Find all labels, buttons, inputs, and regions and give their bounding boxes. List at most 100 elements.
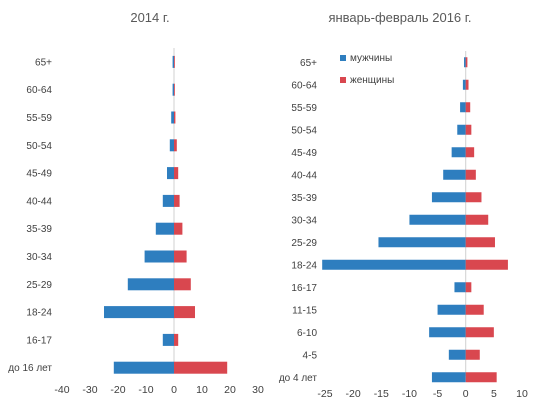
category-label: 16-17 bbox=[291, 283, 317, 294]
bar-female-3 bbox=[465, 124, 472, 135]
category-label: 11-15 bbox=[292, 305, 317, 316]
bar-male-6 bbox=[431, 192, 466, 203]
bar-male-10 bbox=[162, 333, 174, 346]
category-label: 18-24 bbox=[26, 308, 52, 319]
bar-male-1 bbox=[172, 83, 174, 96]
bar-female-11 bbox=[465, 304, 484, 315]
bar-female-1 bbox=[465, 79, 469, 90]
bar-male-2 bbox=[171, 111, 174, 124]
bar-male-4 bbox=[451, 147, 466, 158]
x-tick-label: -10 bbox=[138, 384, 153, 396]
bar-female-5 bbox=[465, 169, 476, 180]
bar-female-4 bbox=[465, 147, 475, 158]
legend-swatch-male bbox=[340, 55, 346, 61]
bar-male-6 bbox=[155, 222, 174, 235]
x-tick-label: 30 bbox=[252, 384, 264, 396]
bar-male-7 bbox=[409, 214, 466, 225]
x-tick-label: -5 bbox=[433, 388, 442, 400]
category-label: 65+ bbox=[300, 58, 317, 69]
category-label: 50-54 bbox=[26, 141, 52, 152]
x-tick-label: 0 bbox=[171, 384, 177, 396]
x-tick-label: -30 bbox=[82, 384, 97, 396]
x-tick-label: 0 bbox=[463, 388, 469, 400]
bar-female-7 bbox=[174, 250, 187, 263]
bar-female-6 bbox=[174, 222, 183, 235]
bar-female-9 bbox=[174, 306, 195, 319]
category-label: 30-34 bbox=[26, 252, 52, 263]
bar-male-5 bbox=[443, 169, 466, 180]
x-tick-label: -10 bbox=[402, 388, 417, 400]
chart-title: 2014 г. bbox=[130, 10, 169, 25]
bar-female-10 bbox=[465, 282, 472, 293]
bar-male-14 bbox=[431, 372, 466, 383]
bar-male-13 bbox=[448, 349, 466, 360]
category-label: 30-34 bbox=[291, 215, 317, 226]
bar-male-4 bbox=[167, 167, 174, 180]
chart-2014: 2014 г. 65+ 60-64 55-59 50-54 45-49 40-44 35-39… bbox=[8, 10, 264, 396]
bar-male-9 bbox=[104, 306, 174, 319]
bar-male-11 bbox=[113, 361, 174, 374]
category-label: 55-59 bbox=[26, 113, 52, 124]
bar-female-3 bbox=[174, 139, 177, 152]
x-tick-label: 20 bbox=[224, 384, 236, 396]
category-label: 40-44 bbox=[291, 170, 317, 181]
x-tick-label: 10 bbox=[516, 388, 528, 400]
category-label: 6-10 bbox=[297, 328, 317, 339]
category-label: 60-64 bbox=[291, 80, 317, 91]
bar-female-13 bbox=[465, 349, 480, 360]
category-label: до 4 лет bbox=[279, 373, 318, 384]
bar-male-0 bbox=[464, 57, 466, 68]
x-tick-label: -20 bbox=[110, 384, 125, 396]
bar-female-7 bbox=[465, 214, 489, 225]
x-tick-label: -40 bbox=[54, 384, 69, 396]
chart-2016: январь-февраль 2016 г.65+60-6455-5950-54… bbox=[279, 10, 528, 400]
bar-male-3 bbox=[457, 124, 466, 135]
category-label: 45-49 bbox=[291, 148, 317, 159]
bar-female-8 bbox=[465, 237, 495, 248]
bar-male-0 bbox=[172, 55, 174, 68]
category-label: 4-5 bbox=[303, 350, 318, 361]
legend-label-female: женщины bbox=[350, 75, 394, 86]
bar-male-8 bbox=[378, 237, 466, 248]
bar-female-1 bbox=[174, 83, 175, 96]
bar-female-2 bbox=[174, 111, 176, 124]
legend-swatch-female bbox=[340, 77, 346, 83]
category-label: 65+ bbox=[35, 57, 52, 68]
x-tick-label: 10 bbox=[196, 384, 208, 396]
bar-male-7 bbox=[144, 250, 174, 263]
bar-female-11 bbox=[174, 361, 228, 374]
bar-male-12 bbox=[429, 327, 466, 338]
bar-male-3 bbox=[169, 139, 174, 152]
bar-male-2 bbox=[460, 102, 466, 113]
bar-male-8 bbox=[127, 278, 174, 291]
bar-female-5 bbox=[174, 194, 180, 207]
bar-female-0 bbox=[465, 57, 468, 68]
category-label: 40-44 bbox=[26, 196, 52, 207]
category-label: 35-39 bbox=[26, 224, 52, 235]
x-tick-label: -25 bbox=[317, 388, 332, 400]
category-label: 35-39 bbox=[291, 193, 317, 204]
bar-female-0 bbox=[174, 55, 175, 68]
category-label: 25-29 bbox=[26, 280, 52, 291]
category-label: 18-24 bbox=[291, 260, 317, 271]
category-label: 25-29 bbox=[291, 238, 317, 249]
bar-male-5 bbox=[162, 194, 174, 207]
category-label: 60-64 bbox=[26, 85, 52, 96]
bar-female-6 bbox=[465, 192, 482, 203]
category-label: 45-49 bbox=[26, 169, 52, 180]
bar-male-11 bbox=[437, 304, 466, 315]
bar-female-8 bbox=[174, 278, 191, 291]
bar-male-10 bbox=[454, 282, 466, 293]
bar-female-4 bbox=[174, 167, 179, 180]
x-tick-label: -15 bbox=[374, 388, 389, 400]
bar-female-9 bbox=[465, 259, 508, 270]
x-tick-label: -20 bbox=[346, 388, 361, 400]
category-label: 16-17 bbox=[26, 335, 52, 346]
bar-male-9 bbox=[322, 259, 466, 270]
bar-female-14 bbox=[465, 372, 497, 383]
bar-female-12 bbox=[465, 327, 494, 338]
category-label: 50-54 bbox=[291, 125, 317, 136]
chart-title: январь-февраль 2016 г. bbox=[328, 10, 471, 25]
